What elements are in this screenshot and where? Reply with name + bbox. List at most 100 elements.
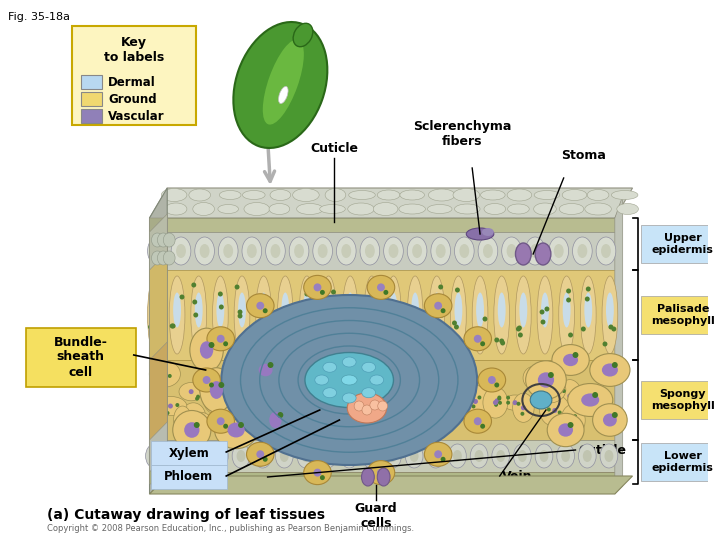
Ellipse shape [386, 286, 391, 291]
Ellipse shape [331, 424, 336, 429]
Ellipse shape [154, 396, 186, 416]
Ellipse shape [488, 376, 496, 384]
Ellipse shape [498, 401, 502, 405]
Text: Vein: Vein [502, 469, 532, 483]
Ellipse shape [561, 450, 570, 462]
Ellipse shape [200, 341, 213, 359]
Ellipse shape [168, 374, 172, 378]
Ellipse shape [166, 203, 187, 215]
Ellipse shape [384, 237, 403, 265]
Ellipse shape [498, 293, 505, 327]
Ellipse shape [372, 362, 394, 386]
Bar [150, 440, 615, 472]
Text: (a) Cutaway drawing of leaf tissues: (a) Cutaway drawing of leaf tissues [48, 508, 325, 522]
Ellipse shape [158, 251, 169, 265]
Ellipse shape [345, 450, 354, 462]
Ellipse shape [320, 397, 348, 424]
Ellipse shape [577, 244, 588, 258]
Ellipse shape [581, 394, 599, 407]
Ellipse shape [260, 293, 268, 327]
Ellipse shape [602, 363, 618, 376]
Ellipse shape [191, 414, 196, 419]
Ellipse shape [424, 442, 452, 466]
Ellipse shape [242, 237, 261, 265]
Ellipse shape [237, 376, 242, 381]
Text: Cuticle: Cuticle [310, 142, 359, 155]
Bar [150, 472, 615, 484]
Ellipse shape [596, 237, 616, 265]
Ellipse shape [289, 237, 309, 265]
Ellipse shape [354, 401, 364, 411]
Ellipse shape [285, 408, 290, 413]
Ellipse shape [449, 444, 467, 468]
Ellipse shape [169, 276, 185, 354]
Ellipse shape [251, 403, 284, 424]
Ellipse shape [390, 293, 397, 327]
Ellipse shape [521, 406, 526, 410]
Ellipse shape [263, 457, 268, 462]
Ellipse shape [246, 428, 251, 432]
Ellipse shape [415, 334, 420, 340]
Ellipse shape [348, 371, 373, 402]
Ellipse shape [402, 409, 405, 413]
Ellipse shape [384, 475, 388, 480]
Ellipse shape [453, 188, 480, 201]
Ellipse shape [547, 387, 552, 392]
Ellipse shape [351, 420, 356, 425]
Ellipse shape [238, 422, 244, 428]
Ellipse shape [472, 404, 475, 408]
Ellipse shape [193, 368, 220, 392]
Ellipse shape [258, 450, 267, 462]
Ellipse shape [351, 307, 356, 313]
Ellipse shape [351, 404, 355, 408]
Ellipse shape [218, 292, 222, 296]
Ellipse shape [256, 335, 261, 341]
Text: Key
to labels: Key to labels [104, 36, 164, 64]
Ellipse shape [408, 237, 427, 265]
Ellipse shape [534, 376, 566, 403]
Bar [150, 218, 615, 232]
Ellipse shape [148, 276, 163, 354]
Ellipse shape [216, 406, 220, 409]
Ellipse shape [338, 424, 342, 429]
Ellipse shape [307, 314, 312, 320]
Ellipse shape [342, 276, 358, 354]
Ellipse shape [567, 422, 574, 428]
Ellipse shape [552, 345, 589, 375]
Ellipse shape [412, 313, 417, 318]
Ellipse shape [217, 293, 225, 327]
FancyBboxPatch shape [642, 443, 720, 481]
Ellipse shape [369, 306, 373, 310]
Ellipse shape [517, 326, 522, 330]
Text: Fig. 35-18a: Fig. 35-18a [8, 12, 70, 22]
Ellipse shape [305, 292, 310, 296]
Ellipse shape [428, 189, 455, 201]
Ellipse shape [292, 188, 319, 201]
Ellipse shape [325, 293, 333, 327]
Ellipse shape [526, 237, 545, 265]
Ellipse shape [346, 406, 351, 410]
Ellipse shape [397, 407, 400, 411]
Ellipse shape [474, 335, 482, 343]
Ellipse shape [238, 309, 243, 314]
Ellipse shape [356, 414, 361, 419]
Ellipse shape [428, 417, 433, 422]
Ellipse shape [383, 397, 387, 401]
Ellipse shape [276, 444, 293, 468]
Ellipse shape [258, 336, 263, 341]
Ellipse shape [348, 203, 374, 215]
Ellipse shape [500, 341, 505, 346]
Ellipse shape [215, 390, 220, 395]
Ellipse shape [431, 341, 436, 346]
Bar [150, 232, 615, 270]
Ellipse shape [572, 237, 592, 265]
Ellipse shape [193, 202, 215, 215]
Text: Stoma: Stoma [561, 149, 606, 162]
Ellipse shape [180, 417, 185, 422]
Ellipse shape [586, 287, 590, 292]
Ellipse shape [535, 444, 553, 468]
Ellipse shape [367, 275, 395, 299]
Ellipse shape [215, 450, 224, 462]
Ellipse shape [232, 444, 250, 468]
Ellipse shape [189, 389, 194, 394]
